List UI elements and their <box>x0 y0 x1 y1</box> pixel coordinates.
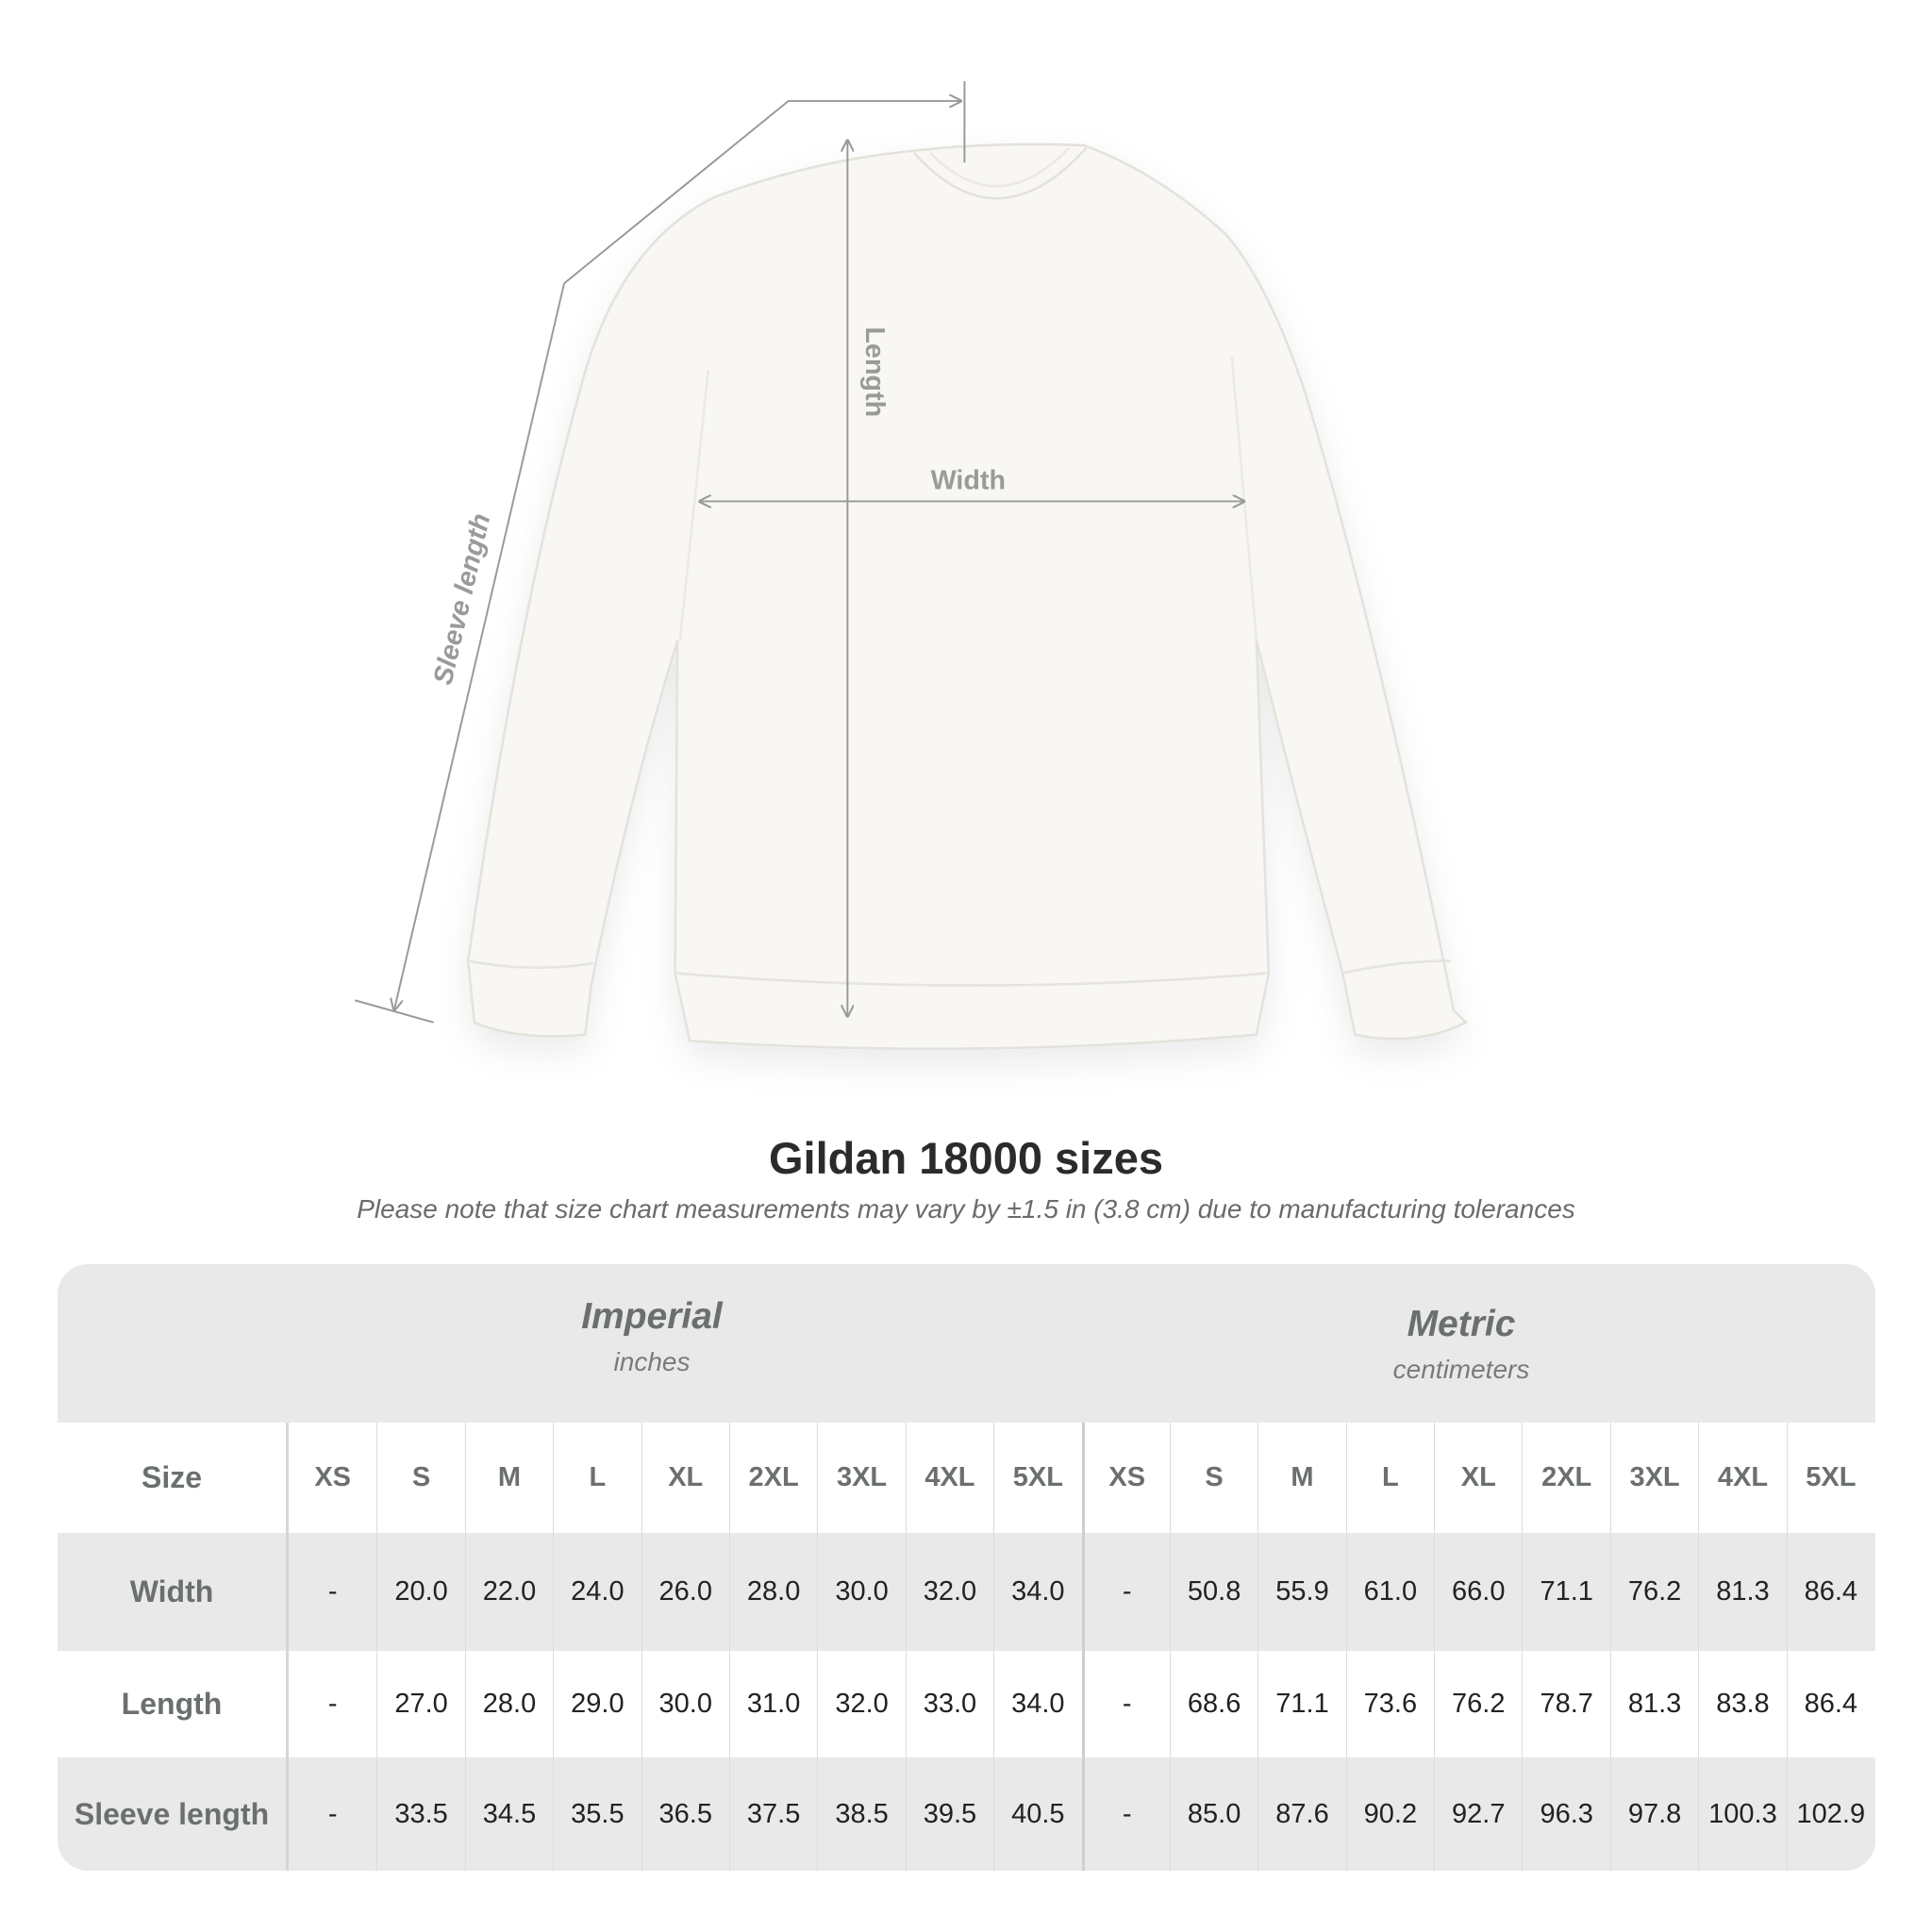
size-header-cell: 4XL <box>1698 1423 1786 1533</box>
table-cell: 29.0 <box>553 1651 641 1757</box>
table-cell: 97.8 <box>1609 1757 1698 1871</box>
table-cell: 30.0 <box>817 1533 905 1651</box>
table-cell: 71.1 <box>1522 1533 1609 1651</box>
table-cell: 55.9 <box>1257 1533 1345 1651</box>
metric-title: Metric <box>1407 1304 1516 1344</box>
table-cell: 81.3 <box>1698 1533 1786 1651</box>
row-label: Length <box>58 1651 289 1757</box>
table-cell: 71.1 <box>1257 1651 1345 1757</box>
sweatshirt-measurement-diagram: Length Width Sleeve length <box>354 81 1469 1051</box>
size-header-cell: M <box>464 1423 553 1533</box>
size-chart-table: Imperial inches Metric centimeters Size X… <box>58 1264 1875 1871</box>
table-cell: 20.0 <box>376 1533 464 1651</box>
table-cell: 39.5 <box>905 1757 993 1871</box>
table-cell: 34.5 <box>464 1757 553 1871</box>
table-cell: 68.6 <box>1169 1651 1257 1757</box>
table-row: Width -20.0 22.0 24.0 26.0 28.0 30.0 32.0 34.0-5… <box>58 1533 1875 1651</box>
table-cell: 33.0 <box>905 1651 993 1757</box>
size-header-cell: L <box>553 1423 641 1533</box>
size-header-row: Size XS S M L XL 2XL 3XL 4XL 5XL XS S M L XL 2XL 3XL 4XL 5… <box>58 1423 1875 1533</box>
metric-unit: centimeters <box>1392 1355 1530 1384</box>
imperial-header: Imperial inches <box>369 1296 935 1377</box>
table-cell: 28.0 <box>728 1533 817 1651</box>
size-header-cell: 2XL <box>1522 1423 1609 1533</box>
table-row: Sleeve length - 33.5 34.5 35.5 36.5 37.5 38.5 39… <box>58 1757 1875 1871</box>
size-header-cell: S <box>376 1423 464 1533</box>
table-cell: 76.2 <box>1434 1651 1522 1757</box>
table-cell: 26.0 <box>641 1533 729 1651</box>
table-cell: 66.0 <box>1434 1533 1522 1651</box>
table-cell: 87.6 <box>1257 1757 1345 1871</box>
size-header-cell: 2XL <box>728 1423 817 1533</box>
table-cell: 30.0 <box>641 1651 729 1757</box>
table-cell: - <box>327 1576 338 1607</box>
table-cell: 85.0 <box>1169 1757 1257 1871</box>
table-cell: 50.8 <box>1169 1533 1257 1651</box>
table-cell: 96.3 <box>1522 1757 1609 1871</box>
table-cell: - <box>327 1798 338 1829</box>
size-header-cell: S <box>1169 1423 1257 1533</box>
size-header-cell: 5XL <box>993 1423 1081 1533</box>
size-header-cell: XL <box>1434 1423 1522 1533</box>
page-title: Gildan 18000 sizes <box>768 1133 1164 1183</box>
table-cell: 102.9 <box>1786 1757 1874 1871</box>
row-label: Sleeve length <box>58 1757 289 1871</box>
sweatshirt-image <box>466 142 1469 1051</box>
table-cell: 37.5 <box>728 1757 817 1871</box>
width-label: Width <box>931 465 1006 495</box>
table-cell: 73.6 <box>1345 1651 1434 1757</box>
size-header-cell: 4XL <box>905 1423 993 1533</box>
table-cell: 61.0 <box>1345 1533 1434 1651</box>
tolerance-note: Please note that size chart measurements… <box>357 1194 1575 1224</box>
table-cell: 35.5 <box>553 1757 641 1871</box>
table-cell: 100.3 <box>1698 1757 1786 1871</box>
table-header: Imperial inches Metric centimeters <box>58 1264 1875 1423</box>
table-cell: 34.0 <box>993 1651 1081 1757</box>
table-cell: 81.3 <box>1609 1651 1698 1757</box>
table-cell: 32.0 <box>817 1651 905 1757</box>
sleeve-length-label: Sleeve length <box>428 510 497 688</box>
table-cell: 28.0 <box>464 1651 553 1757</box>
imperial-title: Imperial <box>581 1296 723 1337</box>
size-header-cell: XL <box>641 1423 729 1533</box>
size-header-cell: 5XL <box>1786 1423 1874 1533</box>
measurement-lines <box>354 81 1244 1024</box>
size-header-cell: 3XL <box>1609 1423 1698 1533</box>
table-cell: - <box>327 1689 338 1719</box>
table-cell: 22.0 <box>464 1533 553 1651</box>
metric-header: Metric centimeters <box>1178 1304 1744 1385</box>
table-cell: - <box>1081 1533 1170 1651</box>
size-header-cell: 3XL <box>817 1423 905 1533</box>
table-cell: 90.2 <box>1345 1757 1434 1871</box>
size-header-cell: XS <box>314 1462 352 1492</box>
table-cell: 31.0 <box>728 1651 817 1757</box>
row-label: Width <box>58 1533 289 1651</box>
table-cell: 83.8 <box>1698 1651 1786 1757</box>
table-cell: 92.7 <box>1434 1757 1522 1871</box>
table-cell: - <box>1081 1757 1170 1871</box>
table-cell: 32.0 <box>905 1533 993 1651</box>
table-cell: 86.4 <box>1786 1651 1874 1757</box>
table-cell: 40.5 <box>993 1757 1081 1871</box>
table-cell: 78.7 <box>1522 1651 1609 1757</box>
table-cell: - <box>1081 1651 1170 1757</box>
row-label: Size <box>58 1423 289 1533</box>
table-cell: 36.5 <box>641 1757 729 1871</box>
table-cell: 34.0 <box>993 1533 1081 1651</box>
table-cell: 24.0 <box>553 1533 641 1651</box>
imperial-unit: inches <box>613 1347 691 1376</box>
table-cell: 38.5 <box>817 1757 905 1871</box>
length-label: Length <box>859 326 890 417</box>
size-header-cell: M <box>1257 1423 1345 1533</box>
table-row: Length -27.0 28.0 29.0 30.0 31.0 32.0 33.0 34.0-… <box>58 1651 1875 1757</box>
size-header-cell: L <box>1345 1423 1434 1533</box>
table-cell: 33.5 <box>376 1757 464 1871</box>
size-header-cell: XS <box>1081 1423 1170 1533</box>
table-cell: 27.0 <box>376 1651 464 1757</box>
table-cell: 86.4 <box>1786 1533 1874 1651</box>
table-cell: 76.2 <box>1609 1533 1698 1651</box>
